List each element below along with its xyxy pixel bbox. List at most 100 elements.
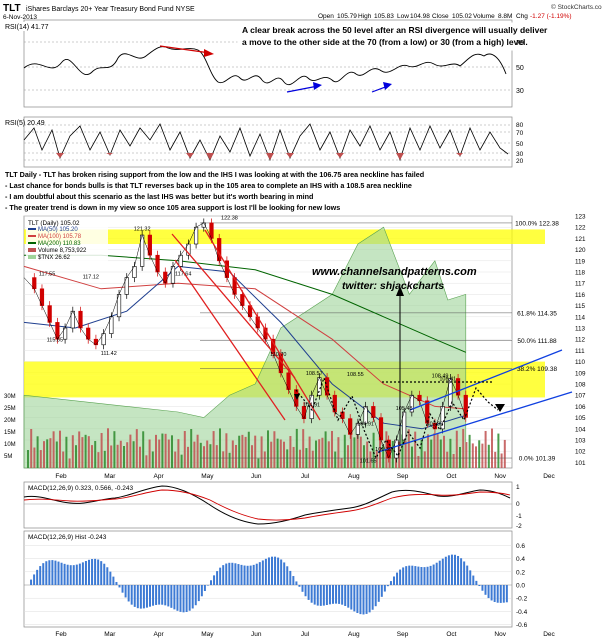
hist-bar-44 — [161, 585, 164, 605]
hist-bar-49 — [176, 585, 179, 611]
volume-bar-136 — [462, 428, 465, 468]
volume-bar-97 — [337, 437, 340, 468]
hist-bar-39 — [145, 585, 148, 608]
hist-bar-65 — [225, 563, 228, 585]
hist-bar-110 — [362, 585, 365, 615]
volume-bar-95 — [331, 430, 333, 468]
volume-bar-134 — [455, 430, 458, 468]
volume-bar-15 — [75, 445, 77, 468]
hist-bar-152 — [490, 585, 493, 601]
hist-bar-35 — [133, 585, 136, 607]
volume-bar-21 — [94, 440, 97, 468]
volume-bar-5 — [43, 441, 45, 468]
hist-bar-103 — [341, 585, 344, 605]
hist-bar-16 — [75, 564, 78, 585]
fib-label-4: 0.0% 101.39 — [519, 456, 556, 463]
volume-bar-72 — [257, 458, 260, 468]
volume-bars — [27, 428, 506, 468]
volume-bar-54 — [199, 442, 202, 468]
volume-bar-129 — [439, 439, 442, 468]
volume-bar-33 — [132, 441, 135, 468]
close-value: 105.02 — [452, 13, 472, 20]
volume-bar-61 — [222, 451, 225, 468]
hist-month-label-6: Aug — [348, 631, 360, 638]
hist-bar-53 — [188, 585, 191, 611]
rsi-note-line-1: A clear break across the 50 level after … — [242, 25, 548, 35]
hist-bar-90 — [301, 585, 304, 592]
volume-bar-123 — [420, 439, 423, 468]
rsi-note-text: A clear break across the 50 level after … — [242, 25, 550, 47]
twitter-watermark: twitter: shjackcharts — [342, 280, 444, 292]
hist-month-label-9: Nov — [494, 631, 506, 638]
hist-bar-3 — [36, 569, 39, 585]
volume-bar-51 — [190, 429, 193, 468]
channel-red-lower — [204, 229, 321, 421]
hist-bar-153 — [493, 585, 496, 602]
channel-red-middle — [174, 259, 286, 421]
hist-bar-8 — [51, 560, 54, 585]
price-month-label-8: Oct — [446, 473, 456, 480]
price-annotation-4: 117.64 — [175, 271, 191, 277]
hist-bar-59 — [206, 585, 209, 586]
price-month-label-9: Nov — [494, 473, 506, 480]
volume-bar-16 — [78, 431, 81, 468]
ticker-symbol: TLT — [3, 3, 21, 14]
hist-bar-64 — [222, 565, 225, 585]
macd-hist-bars — [30, 554, 508, 615]
rsi5-line — [23, 123, 509, 162]
hist-bar-41 — [152, 585, 155, 606]
macd-hist-panel: MACD(12,26,9) Hist -0.243 0.6 0.4 0.2 0.0 -0… — [23, 530, 556, 638]
hist-bar-85 — [286, 566, 289, 585]
rsi5-panel: 80 70 50 30 20 RSI(5) 20.49 — [5, 116, 524, 168]
hist-bar-142 — [460, 558, 463, 585]
hist-bar-37 — [139, 585, 142, 609]
hist-bar-76 — [258, 562, 261, 585]
chg-value: -1.27 (-1.19%) — [530, 13, 572, 20]
hist-bar-62 — [216, 571, 219, 585]
hist-bar-148 — [478, 585, 481, 587]
price-tick-0: 101 — [575, 460, 586, 467]
volume-bar-137 — [465, 442, 468, 468]
volume-bar-73 — [260, 436, 263, 468]
volume-bar-50 — [187, 446, 189, 468]
hist-bar-137 — [444, 556, 447, 585]
hist-bar-113 — [371, 585, 374, 610]
hist-month-label-1: Mar — [104, 631, 116, 638]
volume-bar-126 — [430, 439, 433, 468]
volume-bar-49 — [183, 430, 186, 468]
volume-bar-138 — [468, 434, 471, 468]
volume-bar-104 — [359, 436, 362, 468]
price-annotation-14: 105.48 — [396, 406, 413, 412]
hist-bar-100 — [332, 585, 334, 604]
volume-bar-6 — [46, 439, 49, 468]
hist-bar-72 — [246, 565, 249, 585]
price-tick-21: 122 — [575, 225, 586, 232]
volume-bar-71 — [254, 435, 257, 468]
hist-month-label-7: Sep — [397, 631, 409, 638]
hist-bar-47 — [170, 585, 173, 608]
volume-bar-57 — [209, 444, 212, 468]
hist-bar-122 — [399, 569, 402, 585]
hist-month-label-5: Jul — [301, 631, 310, 638]
hist-bar-13 — [66, 564, 69, 585]
hist-bar-126 — [411, 565, 414, 585]
hist-bar-146 — [472, 575, 475, 585]
legend-main: TLT (Daily) 105.02 — [28, 220, 80, 227]
hist-bar-112 — [368, 585, 371, 613]
hist-bar-15 — [72, 565, 75, 585]
hist-bar-1 — [30, 579, 33, 585]
hist-bar-130 — [423, 567, 426, 585]
volume-bar-23 — [100, 432, 103, 468]
volume-bar-43 — [164, 433, 167, 468]
fib-label-1: 61.8% 114.35 — [517, 310, 557, 317]
hist-bar-14 — [69, 565, 72, 585]
hist-bar-138 — [447, 555, 450, 585]
rsi14-label-bg — [4, 22, 66, 31]
volume-bar-130 — [443, 435, 445, 468]
volume-bar-31 — [126, 442, 129, 468]
volume-bar-89 — [311, 450, 314, 468]
volume-bar-119 — [407, 429, 410, 468]
hist-bar-149 — [481, 585, 484, 591]
volume-bar-13 — [68, 458, 71, 468]
hist-bar-69 — [237, 564, 240, 585]
